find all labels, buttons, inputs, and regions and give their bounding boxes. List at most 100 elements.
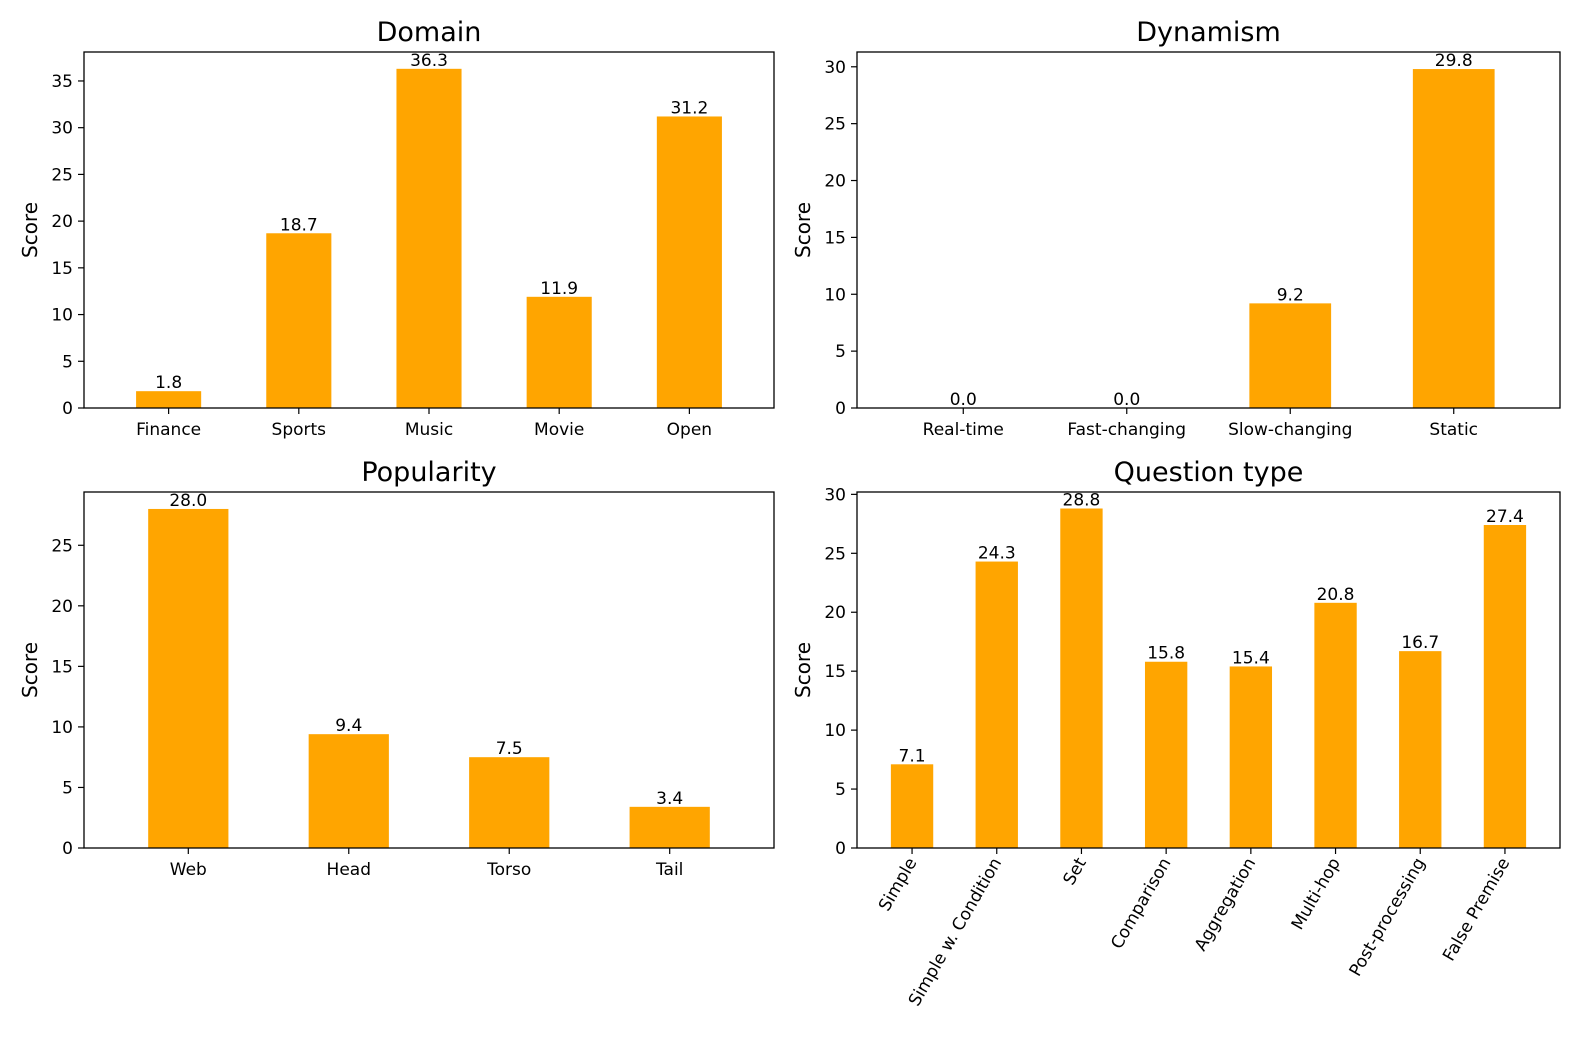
x-tick-label: Post-processing (1346, 855, 1430, 980)
x-tick-label: Static (1429, 420, 1478, 440)
x-tick-label: Real-time (923, 420, 1004, 440)
y-tick-label: 5 (835, 342, 846, 362)
y-tick-label: 10 (824, 721, 846, 741)
x-tick-label: Finance (136, 420, 201, 440)
bar (1229, 666, 1273, 848)
y-tick-label: 25 (51, 165, 73, 185)
bar (890, 764, 934, 848)
y-tick-label: 20 (51, 597, 73, 617)
x-tick-label: Head (327, 860, 371, 880)
data-label: 16.7 (1401, 633, 1439, 653)
bar (656, 116, 722, 408)
chart-panel: Popularity Score 28.0 9.4 7.5 3.4 0 5 10 15 20 25 We… (18, 457, 775, 880)
plot-frame (856, 491, 1561, 849)
x-tick-label: Sports (272, 420, 327, 440)
y-tick-label: 5 (62, 778, 73, 798)
data-label: 28.0 (169, 491, 207, 511)
bar (629, 806, 710, 848)
chart-panel: Question type Score 7.1 24.3 28.8 15.8 15.4 20.… (791, 457, 1561, 1010)
x-tick-label: Simple (875, 855, 921, 915)
y-tick-label: 30 (824, 58, 846, 78)
y-tick-label: 25 (824, 544, 846, 564)
data-label: 20.8 (1317, 585, 1355, 605)
x-tick-label: Simple w. Condition (905, 854, 1006, 1009)
x-tick-label: Fast-changing (1067, 420, 1186, 440)
y-tick-label: 10 (51, 718, 73, 738)
bar (148, 508, 229, 848)
data-label: 24.3 (978, 544, 1016, 564)
y-axis-label: Score (18, 202, 42, 258)
plot-frame (856, 51, 1561, 409)
y-axis-label: Score (18, 642, 42, 698)
y-tick-label: 5 (62, 352, 73, 372)
y-tick-label: 35 (51, 72, 73, 92)
y-tick-label: 30 (824, 485, 846, 505)
plot-frame (83, 491, 775, 849)
y-tick-label: 15 (824, 662, 846, 682)
x-tick-label: Aggregation (1191, 855, 1260, 955)
y-tick-label: 15 (824, 228, 846, 248)
x-tick-label: Multi-hop (1288, 855, 1345, 934)
x-tick-label: Open (667, 420, 712, 440)
bar (136, 391, 202, 408)
y-axis-label: Score (791, 642, 815, 698)
x-tick-label: Music (405, 420, 453, 440)
y-tick-label: 10 (824, 285, 846, 305)
data-label: 36.3 (410, 51, 448, 71)
x-tick-label: Movie (534, 420, 584, 440)
y-tick-label: 20 (824, 603, 846, 623)
data-label: 3.4 (656, 789, 683, 809)
plot-frame (83, 51, 775, 409)
bar (526, 296, 592, 408)
bar (308, 734, 389, 848)
bar (469, 757, 550, 848)
data-label: 15.8 (1147, 644, 1185, 664)
chart-panel: Domain Score 1.8 18.7 36.3 11.9 31.2 0 5 10 15 20 25… (18, 17, 775, 440)
x-tick-label: Comparison (1107, 855, 1175, 953)
y-tick-label: 0 (62, 399, 73, 419)
bar (396, 68, 462, 408)
data-label: 15.4 (1232, 648, 1270, 668)
data-label: 7.1 (899, 746, 926, 766)
x-tick-label: Set (1060, 854, 1091, 888)
bar (1144, 661, 1188, 848)
x-tick-label: False Premise (1439, 855, 1514, 965)
y-tick-label: 5 (835, 780, 846, 800)
y-tick-label: 25 (51, 536, 73, 556)
data-label: 9.2 (1277, 285, 1304, 305)
y-tick-label: 20 (51, 212, 73, 232)
data-label: 27.4 (1486, 507, 1524, 527)
data-label: 28.8 (1063, 491, 1101, 511)
chart-title: Question type (1114, 457, 1304, 488)
bar (1399, 651, 1442, 848)
y-tick-label: 30 (51, 119, 73, 139)
y-tick-label: 20 (824, 172, 846, 192)
bar (1483, 525, 1527, 848)
chart-panel: Dynamism Score 0.0 0.0 9.2 29.8 0 5 10 15 20 25 30 Re… (791, 17, 1561, 440)
data-label: 9.4 (335, 716, 362, 736)
bar (1249, 303, 1332, 408)
bar (975, 561, 1018, 848)
data-label: 31.2 (670, 98, 708, 118)
y-tick-label: 0 (835, 399, 846, 419)
data-label: 18.7 (280, 215, 318, 235)
chart-title: Dynamism (1136, 17, 1281, 48)
y-tick-label: 0 (62, 839, 73, 859)
bar (1060, 508, 1103, 848)
data-label: 7.5 (496, 739, 523, 759)
y-axis-label: Score (791, 202, 815, 258)
y-tick-label: 15 (51, 657, 73, 677)
x-tick-label: Tail (655, 860, 683, 880)
chart-title: Domain (377, 17, 482, 48)
bar (1314, 602, 1357, 848)
x-tick-label: Slow-changing (1228, 420, 1352, 440)
x-tick-label: Torso (486, 860, 531, 880)
chart-title: Popularity (361, 457, 496, 488)
y-tick-label: 25 (824, 115, 846, 135)
bar (266, 233, 332, 408)
y-tick-label: 15 (51, 259, 73, 279)
data-label: 29.8 (1435, 51, 1473, 71)
y-tick-label: 0 (835, 839, 846, 859)
